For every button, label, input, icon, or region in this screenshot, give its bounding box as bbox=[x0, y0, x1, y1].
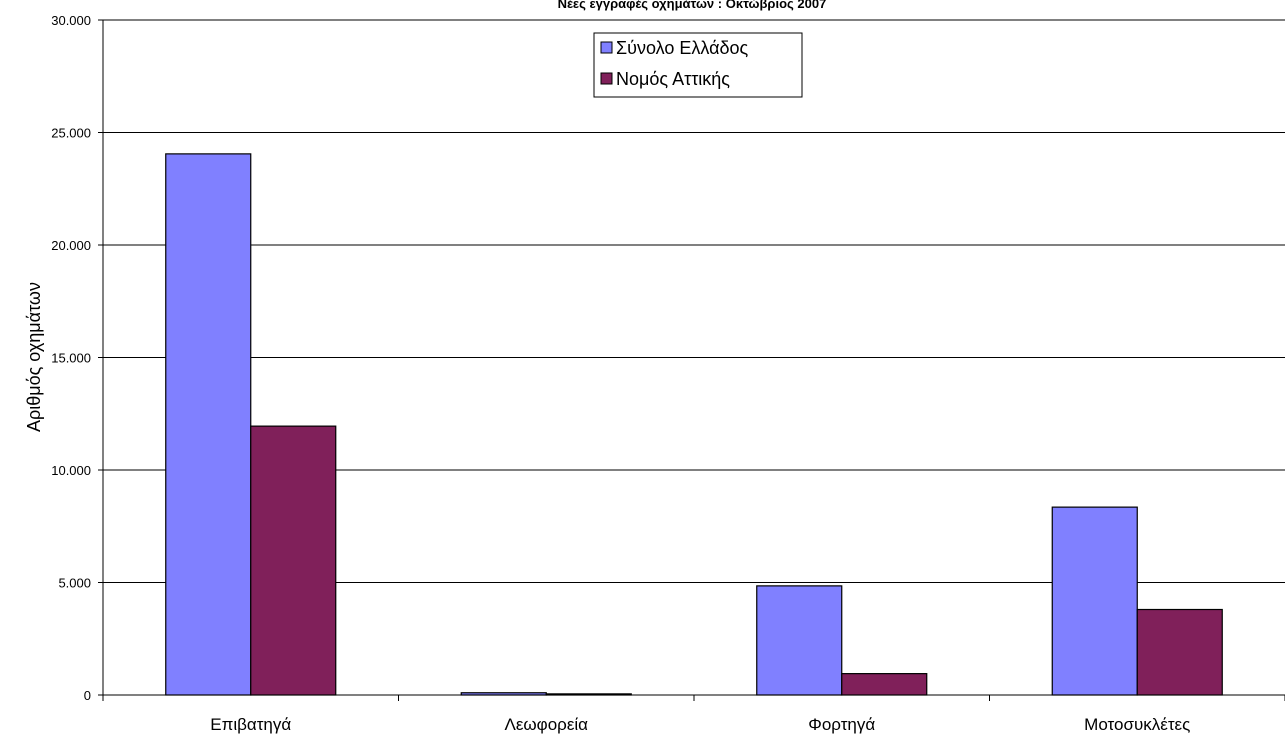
x-tick-label: Επιβατηγά bbox=[210, 715, 291, 734]
y-tick-label: 10.000 bbox=[51, 463, 91, 478]
legend-box bbox=[593, 32, 803, 98]
y-tick-labels: 0 5.000 10.000 15.000 20.000 25.000 30.000 bbox=[51, 13, 91, 703]
legend-label: Σύνολο Ελλάδος bbox=[616, 38, 749, 58]
y-tick-label: 30.000 bbox=[51, 13, 91, 28]
y-axis-label: Αριθμός οχημάτων bbox=[24, 282, 44, 432]
bar-series1 bbox=[165, 153, 252, 696]
x-tick-label: Μοτοσυκλέτες bbox=[1084, 715, 1190, 734]
y-tick-label: 5.000 bbox=[58, 576, 91, 591]
bar-series1 bbox=[756, 585, 843, 696]
y-tick-label: 15.000 bbox=[51, 351, 91, 366]
x-tick-labels: Επιβατηγά Λεωφορεία Φορτηγά Μοτοσυκλέτες bbox=[210, 715, 1190, 734]
y-tick-label: 20.000 bbox=[51, 238, 91, 253]
y-tick-label: 25.000 bbox=[51, 126, 91, 141]
legend-swatch bbox=[600, 72, 613, 85]
legend: Σύνολο Ελλάδος Νομός Αττικής bbox=[593, 32, 803, 98]
legend-swatch bbox=[600, 41, 613, 54]
axes bbox=[102, 20, 1285, 701]
legend-label: Νομός Αττικής bbox=[616, 69, 730, 89]
chart-title: Νέες εγγραφές οχημάτων : Οκτώβριος 2007 bbox=[558, 0, 827, 11]
bar-series1 bbox=[1051, 506, 1138, 696]
bar-series2 bbox=[1136, 608, 1223, 696]
bar-series2 bbox=[250, 425, 337, 696]
bars bbox=[165, 153, 1223, 696]
bar-series2 bbox=[841, 673, 928, 696]
x-tick-label: Φορτηγά bbox=[808, 715, 875, 734]
y-tick-label: 0 bbox=[84, 688, 91, 703]
x-tick-label: Λεωφορεία bbox=[504, 715, 588, 734]
